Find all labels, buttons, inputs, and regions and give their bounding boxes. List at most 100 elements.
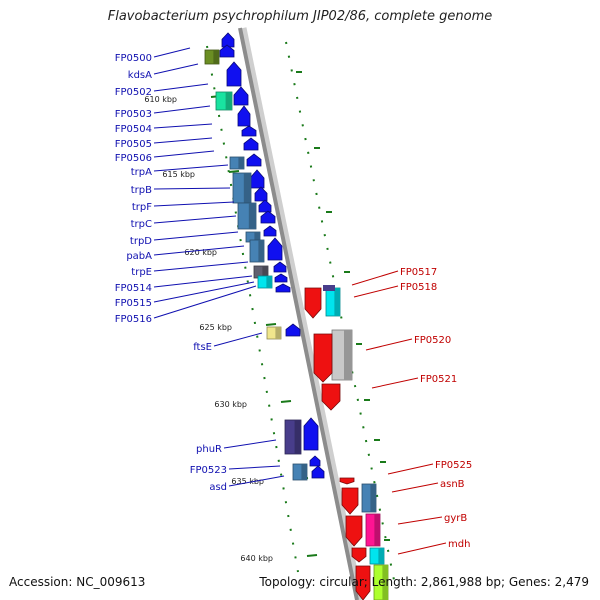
- left-leader-line: [223, 439, 277, 449]
- left-gene-label: FP0506: [115, 153, 152, 164]
- forward-gene-arrow: [249, 169, 265, 189]
- gene-box-cap: [323, 285, 335, 291]
- right-gene-label: FP0525: [435, 460, 472, 471]
- ruler-label: 625 kbp: [199, 323, 232, 332]
- reverse-gene-arrow: [355, 565, 371, 600]
- accession-text: Accession: NC_009613: [9, 575, 146, 589]
- forward-gene-arrow: [273, 261, 287, 273]
- backbone-shadow: [239, 27, 364, 600]
- right-gene-label: FP0517: [400, 267, 437, 278]
- forward-gene-arrow: [219, 44, 235, 58]
- left-gene-label: FP0514: [115, 283, 152, 294]
- left-leader-line: [153, 105, 211, 114]
- forward-gene-arrow: [274, 273, 288, 283]
- left-gene-label: FP0504: [115, 124, 152, 135]
- right-leader-line: [387, 463, 434, 475]
- ruler-label: 640 kbp: [240, 554, 273, 563]
- left-gene-label: trpE: [131, 267, 152, 278]
- ruler-tick: [280, 400, 292, 403]
- left-leader-line: [153, 187, 231, 190]
- gene-box-shade: [238, 157, 244, 169]
- left-leader-line: [153, 123, 213, 129]
- left-gene-label: kdsA: [128, 70, 152, 81]
- left-gene-label: trpF: [132, 202, 152, 213]
- left-gene-label: FP0505: [115, 139, 152, 150]
- reverse-gene-arrow: [321, 383, 341, 411]
- left-leader-line: [153, 47, 191, 58]
- right-leader-line: [365, 338, 413, 351]
- left-leader-line: [153, 215, 237, 224]
- forward-gene-arrow: [275, 283, 291, 293]
- left-leader-line: [153, 261, 249, 272]
- gene-box-shade: [294, 420, 301, 454]
- forward-gene-arrow: [258, 199, 272, 213]
- genome-title: Flavobacterium psychrophilum JIP02/86, c…: [107, 9, 493, 24]
- right-gene-label: FP0518: [400, 282, 437, 293]
- left-leader-line: [228, 465, 281, 470]
- forward-gene-arrow: [303, 417, 319, 451]
- forward-gene-arrow: [263, 225, 277, 237]
- right-leader-line: [371, 377, 419, 389]
- right-leader-line: [391, 482, 439, 493]
- left-gene-label: asd: [209, 482, 227, 493]
- reverse-gene-arrow: [339, 477, 355, 485]
- right-leader-line: [351, 270, 399, 286]
- ruler-tick: [265, 323, 277, 326]
- right-leader-line: [397, 516, 443, 525]
- forward-gene-arrow: [260, 210, 276, 224]
- right-gene-label: asnB: [440, 479, 465, 490]
- left-gene-label: FP0502: [115, 87, 152, 98]
- left-leader-line: [228, 475, 285, 487]
- left-gene-label: FP0523: [190, 465, 227, 476]
- forward-gene-arrow: [243, 137, 259, 151]
- gene-box-shade: [258, 240, 264, 262]
- left-leader-line: [213, 332, 263, 347]
- left-leader-line: [153, 164, 229, 172]
- left-leader-line: [153, 245, 245, 256]
- left-leader-line: [153, 83, 209, 92]
- forward-gene-arrow: [237, 105, 251, 127]
- forward-gene-arrow: [226, 61, 242, 87]
- reverse-gene-arrow: [304, 287, 322, 319]
- right-gene-label: FP0520: [414, 335, 451, 346]
- ruler-label: 630 kbp: [214, 400, 247, 409]
- left-gene-label: phuR: [196, 444, 222, 455]
- left-gene-label: pabA: [126, 251, 152, 262]
- left-gene-label: FP0500: [115, 53, 152, 64]
- left-leader-line: [153, 201, 235, 207]
- forward-gene-arrow: [246, 153, 262, 167]
- backbone-line: [238, 27, 359, 600]
- outer-left-tick-track: [206, 45, 299, 573]
- reverse-gene-arrow: [313, 333, 333, 383]
- gene-box-shade: [334, 288, 340, 316]
- left-gene-label: trpB: [131, 185, 152, 196]
- gene-box-shade: [344, 330, 352, 380]
- reverse-gene-arrow: [351, 547, 367, 563]
- right-gene-label: gyrB: [444, 513, 467, 524]
- gene-box-shade: [275, 327, 281, 339]
- ruler-label: 620 kbp: [184, 248, 217, 257]
- gene-box-shade: [266, 276, 272, 288]
- forward-gene-arrow: [221, 32, 235, 48]
- reverse-gene-arrow: [341, 487, 359, 515]
- left-gene-label: trpA: [131, 167, 152, 178]
- ruler-label: 610 kbp: [144, 95, 177, 104]
- reverse-gene-arrow: [345, 515, 363, 547]
- right-leader-line: [353, 285, 399, 298]
- gene-box-shade: [382, 565, 388, 600]
- gene-box-shade: [370, 484, 376, 512]
- topology-text: Topology: circular; Length: 2,861,988 bp…: [259, 575, 589, 589]
- gene-box-shade: [301, 464, 307, 480]
- gene-box-shade: [243, 173, 251, 203]
- left-leader-line: [153, 150, 215, 158]
- left-gene-label: FP0503: [115, 109, 152, 120]
- forward-gene-arrow: [233, 86, 249, 106]
- left-gene-label: trpD: [130, 236, 152, 247]
- forward-gene-arrow: [267, 237, 283, 261]
- left-leader-line: [153, 231, 239, 241]
- forward-gene-arrow: [241, 125, 257, 137]
- left-gene-label: trpC: [131, 219, 152, 230]
- ruler-label: 635 kbp: [231, 477, 264, 486]
- right-gene-label: FP0521: [420, 374, 457, 385]
- ruler-label: 615 kbp: [162, 170, 195, 179]
